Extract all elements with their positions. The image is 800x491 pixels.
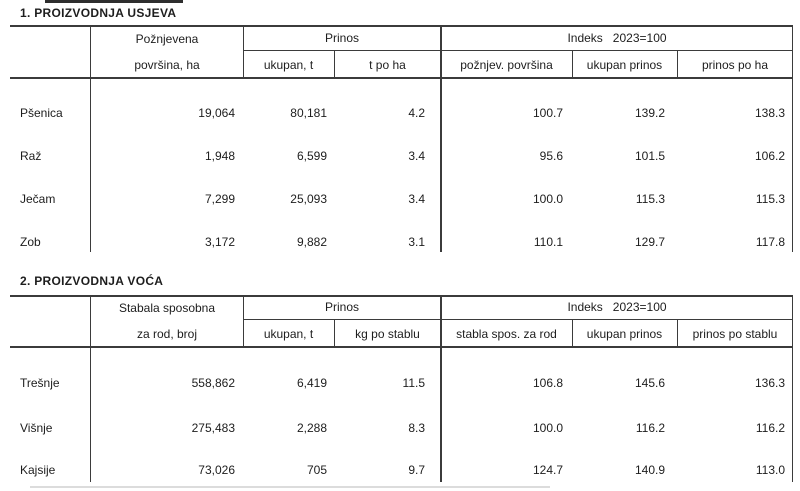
table2-prinos-underline <box>243 319 441 320</box>
table1-label-column-divider <box>90 25 91 252</box>
table1-header-bottom-border <box>10 77 793 79</box>
data-cell: 106.8 <box>532 376 563 390</box>
data-cell: 100.0 <box>532 192 563 206</box>
data-cell: 129.7 <box>634 235 665 249</box>
data-cell: 11.5 <box>402 376 425 390</box>
data-cell: 4.2 <box>408 106 425 120</box>
table1-title: 1. PROIZVODNJA USJEVA <box>20 6 177 20</box>
data-cell: 138.3 <box>754 106 785 120</box>
table1-right-border <box>792 25 793 252</box>
row-label: Ječam <box>20 192 56 206</box>
table1-indeks-sub-divider-1 <box>572 50 573 78</box>
data-cell: 100.7 <box>532 106 563 120</box>
table1-indeks-underline <box>441 50 793 51</box>
table1-top-border <box>10 25 793 27</box>
table2-label-column-divider <box>90 295 91 482</box>
table2-top-border <box>10 295 793 297</box>
data-cell: 705 <box>306 463 327 477</box>
row-label: Višnje <box>20 421 53 435</box>
cropped-bottom-smudge <box>30 486 550 488</box>
data-cell: 95.6 <box>539 149 563 163</box>
table2-indeks-group-divider <box>440 295 442 482</box>
data-cell: 3.4 <box>408 149 425 163</box>
data-cell: 7,299 <box>204 192 235 206</box>
data-cell: 6,419 <box>296 376 327 390</box>
data-cell: 113.0 <box>755 463 785 477</box>
table2-col-trees-header-line1: Stabala sposobna <box>118 301 216 315</box>
data-cell: 136.3 <box>754 376 785 390</box>
table2-header-bottom-border <box>10 346 793 348</box>
data-cell: 116.2 <box>755 421 785 435</box>
data-cell: 9,882 <box>296 235 327 249</box>
table1-indeks-sub-divider-2 <box>677 50 678 78</box>
table1-col-t-po-ha-header: t po ha <box>369 58 406 72</box>
data-cell: 139.2 <box>634 106 665 120</box>
table1-col-idx-prinos-ha-header: prinos po ha <box>701 58 769 72</box>
data-cell: 558,862 <box>191 376 235 390</box>
data-cell: 101.5 <box>634 149 665 163</box>
row-label: Kajsije <box>20 463 56 477</box>
row-label: Trešnje <box>20 376 60 390</box>
data-cell: 25,093 <box>290 192 327 206</box>
table1-col-idx-prinos-header: ukupan prinos <box>586 58 663 72</box>
table1-prinos-underline <box>243 50 441 51</box>
table1-prinos-sub-divider <box>334 50 335 78</box>
table2-col-idx-prinos-header: ukupan prinos <box>586 327 663 341</box>
data-cell: 9.7 <box>408 463 425 477</box>
table1-col-ukupan-t-header: ukupan, t <box>263 58 314 72</box>
table2-trees-prinos-divider <box>243 295 244 347</box>
data-cell: 3.1 <box>408 235 425 249</box>
table2-col-idx-trees-header: stabla spos. za rod <box>456 327 557 341</box>
table2-title: 2. PROIZVODNJA VOĆA <box>20 274 164 288</box>
data-cell: 145.6 <box>634 376 665 390</box>
table2-indeks-spanner-heading: Indeks 2023=100 <box>567 300 667 314</box>
table1-area-prinos-divider <box>243 25 244 78</box>
table2-right-border <box>792 295 793 482</box>
data-cell: 2,288 <box>296 421 327 435</box>
table2-indeks-sub-divider-1 <box>572 319 573 347</box>
table2-indeks-underline <box>441 319 793 320</box>
table2-col-ukupan-t-header: ukupan, t <box>263 327 314 341</box>
data-cell: 8.3 <box>408 421 425 435</box>
table1-indeks-spanner-heading: Indeks 2023=100 <box>567 31 667 45</box>
table1-col-area-header-line1: Požnjevena <box>135 32 199 46</box>
data-cell: 1,948 <box>204 149 235 163</box>
data-cell: 117.8 <box>755 235 785 249</box>
row-label: Zob <box>20 235 41 249</box>
data-cell: 275,483 <box>191 421 235 435</box>
data-cell: 116.2 <box>635 421 665 435</box>
table2-prinos-spanner-heading: Prinos <box>324 300 359 314</box>
data-cell: 110.1 <box>533 235 563 249</box>
data-cell: 80,181 <box>290 106 327 120</box>
table1-indeks-group-divider <box>440 25 442 252</box>
data-cell: 106.2 <box>754 149 785 163</box>
data-cell: 19,064 <box>198 106 235 120</box>
row-label: Raž <box>20 149 42 163</box>
cropped-top-line-fragment <box>45 0 183 3</box>
data-cell: 3.4 <box>408 192 425 206</box>
data-cell: 115.3 <box>755 192 785 206</box>
data-cell: 100.0 <box>532 421 563 435</box>
data-cell: 6,599 <box>296 149 327 163</box>
table2-prinos-sub-divider <box>334 319 335 347</box>
table2-col-trees-header-line2: za rod, broj <box>136 327 198 341</box>
table1-col-area-header-line2: površina, ha <box>134 58 200 72</box>
data-cell: 124.7 <box>532 463 563 477</box>
table2-col-idx-prinos-stablo-header: prinos po stablu <box>692 327 778 341</box>
table1-prinos-spanner-heading: Prinos <box>324 31 359 45</box>
row-label: Pšenica <box>20 106 63 120</box>
data-cell: 73,026 <box>198 463 235 477</box>
table1-col-idx-area-header: požnjev. površina <box>460 58 553 72</box>
data-cell: 115.3 <box>635 192 665 206</box>
table2-indeks-sub-divider-2 <box>677 319 678 347</box>
table2-col-kg-po-stablu-header: kg po stablu <box>355 327 420 341</box>
data-cell: 3,172 <box>204 235 235 249</box>
data-cell: 140.9 <box>634 463 665 477</box>
